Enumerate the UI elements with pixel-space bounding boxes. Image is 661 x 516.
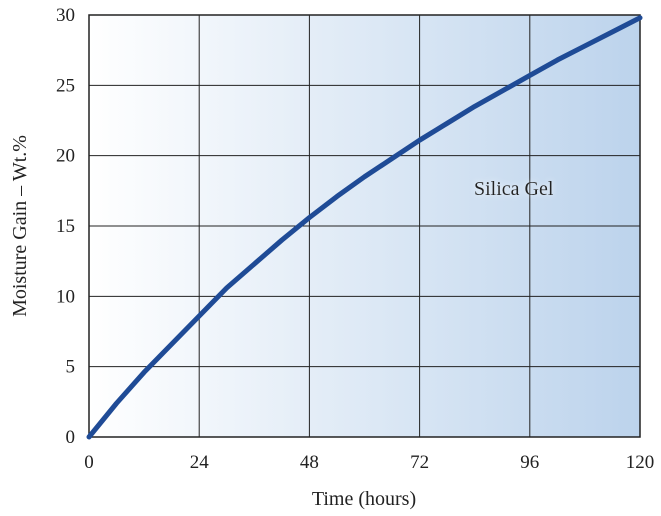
x-tick-label: 0: [84, 452, 94, 473]
x-tick-label: 72: [410, 452, 429, 473]
y-tick-labels: 0 5 10 15 20 25 30: [56, 5, 75, 448]
series-label-silica-gel: Silica Gel: [474, 178, 554, 200]
x-tick-labels: 0 24 48 72 96 120: [84, 452, 654, 473]
x-axis-title: Time (hours): [312, 488, 416, 510]
x-tick-label: 120: [626, 452, 655, 473]
series-line-silica-gel: [86, 15, 643, 440]
y-tick-label: 25: [56, 75, 75, 96]
y-tick-label: 20: [56, 146, 75, 167]
x-tick-label: 96: [520, 452, 539, 473]
x-tick-label: 24: [190, 452, 210, 473]
y-axis-title: Moisture Gain – Wt.%: [9, 135, 31, 317]
grid-lines: [89, 15, 640, 437]
y-tick-label: 10: [56, 286, 75, 307]
y-tick-label: 5: [66, 357, 76, 378]
plot-frame: [88, 14, 641, 438]
y-tick-label: 30: [56, 5, 75, 26]
y-tick-label: 0: [66, 427, 76, 448]
x-tick-label: 48: [300, 452, 319, 473]
y-tick-label: 15: [56, 216, 75, 237]
series-layer: [86, 15, 643, 440]
